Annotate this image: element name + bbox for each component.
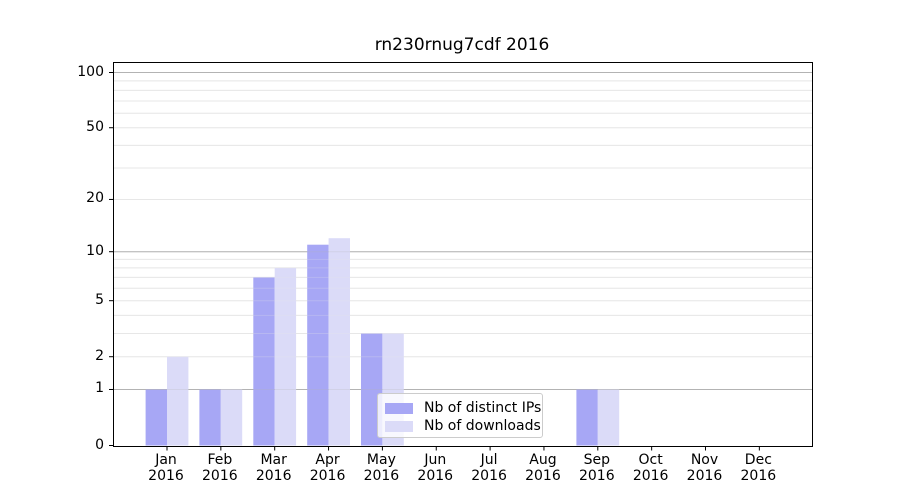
- bar-downloads: [597, 389, 620, 446]
- x-axis-tick-label: Jun 2016: [417, 452, 454, 484]
- x-axis-tick-label: Mar 2016: [255, 452, 292, 484]
- bar-distinct-ips: [307, 244, 329, 446]
- bar-downloads: [220, 389, 243, 446]
- y-axis-tick-label: 0: [95, 436, 104, 453]
- bar-distinct-ips: [199, 389, 221, 446]
- bar-distinct-ips: [576, 389, 598, 446]
- legend-label-distinct-ips: Nb of distinct IPs: [424, 400, 542, 416]
- x-axis-tick-label: Jan 2016: [148, 452, 184, 484]
- y-axis-tick-label: 5: [95, 291, 104, 308]
- legend-label-downloads: Nb of downloads: [424, 418, 541, 434]
- legend-swatch-distinct-ips: [385, 402, 413, 414]
- x-axis-tick-label: May 2016: [363, 452, 400, 484]
- legend-item-distinct-ips: Nb of distinct IPs: [385, 399, 541, 417]
- y-axis-tick-label: 2: [95, 347, 104, 364]
- x-axis-tick-label: Dec 2016: [740, 452, 777, 484]
- x-axis-tick-label: Sep 2016: [578, 452, 615, 484]
- bar-distinct-ips: [253, 277, 275, 446]
- legend: Nb of distinct IPs Nb of downloads: [377, 393, 543, 438]
- x-axis-tick-label: Apr 2016: [309, 452, 346, 484]
- bar-downloads: [328, 238, 350, 446]
- x-axis-tick-label: Nov 2016: [686, 452, 723, 484]
- x-axis-tick-label: Feb 2016: [202, 452, 238, 484]
- y-axis-tick-label: 10: [86, 242, 104, 259]
- y-axis-tick-label: 1: [95, 380, 104, 397]
- y-axis-tick-label: 20: [86, 190, 104, 207]
- legend-swatch-downloads: [385, 420, 413, 432]
- x-axis-tick-label: Oct 2016: [632, 452, 669, 484]
- plot-area: [109, 62, 813, 451]
- x-axis-tick-label: Aug 2016: [525, 452, 561, 484]
- bar-downloads: [167, 356, 189, 446]
- bar-downloads: [274, 267, 297, 446]
- chart-title: rn230rnug7cdf 2016: [374, 35, 550, 55]
- x-axis-tick-label: Jul 2016: [471, 452, 507, 484]
- legend-item-downloads: Nb of downloads: [385, 417, 541, 435]
- plot-canvas: [109, 72, 812, 451]
- y-axis-tick-label: 50: [86, 118, 104, 135]
- y-axis-tick-label: 100: [77, 63, 104, 80]
- bar-distinct-ips: [145, 389, 167, 446]
